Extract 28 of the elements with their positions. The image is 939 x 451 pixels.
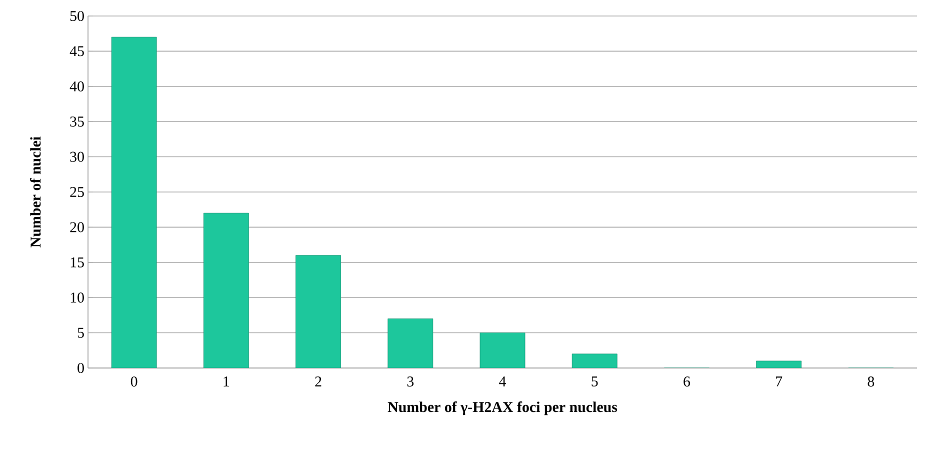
bar <box>388 318 434 368</box>
y-tick-label: 10 <box>70 292 84 303</box>
x-tick-label: 0 <box>130 376 138 387</box>
x-axis-title: Number of γ-H2AX foci per nucleus <box>388 401 618 416</box>
y-tick-label: 50 <box>70 10 84 22</box>
y-tick-label: 0 <box>78 362 84 374</box>
bar <box>480 332 526 368</box>
x-tick-label: 7 <box>776 376 782 386</box>
y-tick-label: 45 <box>70 46 84 56</box>
y-tick-label: 15 <box>70 257 84 268</box>
y-tick-label: 25 <box>70 186 84 197</box>
x-tick-label: 5 <box>592 376 598 386</box>
x-tick-label: 6 <box>684 376 690 387</box>
x-tick-label: 2 <box>315 376 322 386</box>
bar <box>572 354 618 368</box>
x-tick-label: 3 <box>407 376 414 387</box>
y-tick-label: 30 <box>70 152 84 162</box>
y-tick-label: 35 <box>70 116 84 127</box>
x-tick-label: 1 <box>224 376 230 386</box>
bar <box>296 255 341 368</box>
y-axis-title: Number of nuclei <box>30 136 41 248</box>
y-tick-label: 40 <box>70 81 84 92</box>
x-tick-label: 4 <box>499 376 506 386</box>
x-tick-label: 8 <box>868 376 874 387</box>
y-tick-label: 5 <box>78 328 84 338</box>
bar <box>111 36 157 368</box>
y-tick-label: 20 <box>70 222 84 232</box>
bar <box>203 212 249 368</box>
